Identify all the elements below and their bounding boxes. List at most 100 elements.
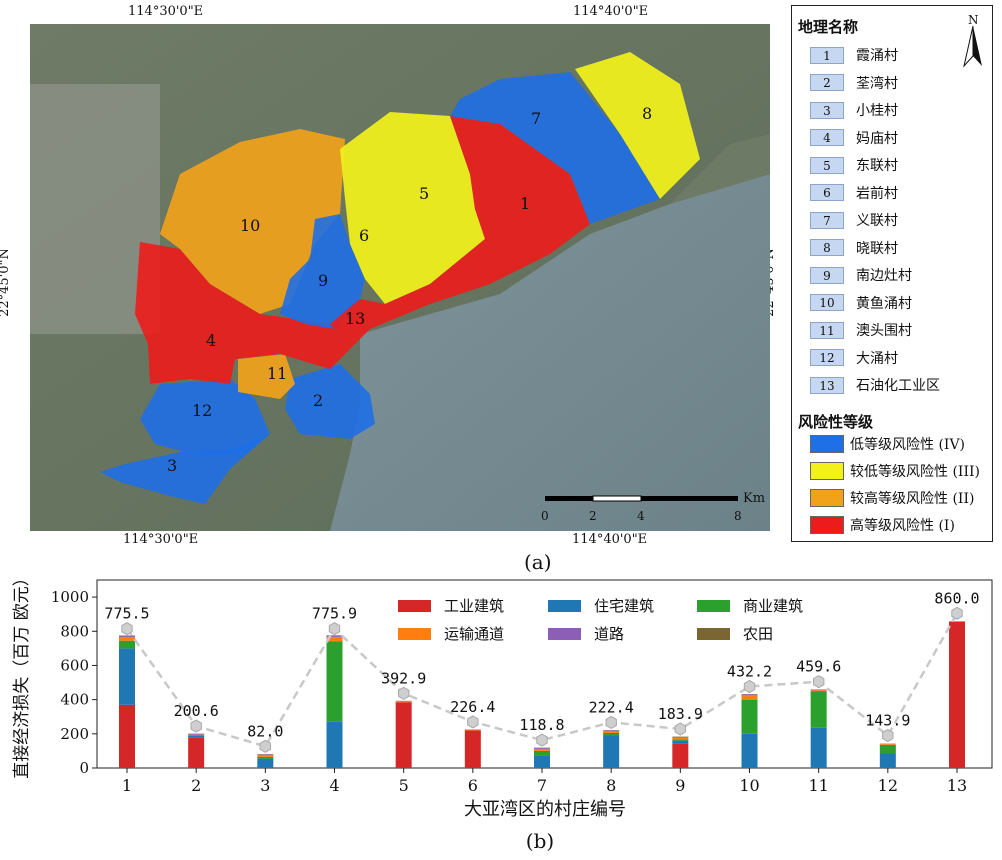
trend-marker — [744, 681, 754, 693]
total-label: 432.2 — [727, 662, 772, 680]
map-image: 1 2 3 4 5 6 7 8 9 10 11 12 13 Km 0 2 4 8 — [30, 24, 770, 531]
bar-segment — [672, 741, 688, 744]
legend-risk-label: 低等级风险性 (IV) — [850, 434, 965, 454]
legend-label: 农田 — [743, 625, 773, 643]
legend-place-name: 澳头围村 — [856, 320, 912, 340]
x-tick-label: 1 — [122, 776, 132, 795]
bar-segment — [534, 749, 550, 751]
region-label-9: 9 — [318, 271, 328, 290]
legend-swatch — [398, 628, 431, 640]
bar-segment — [188, 737, 204, 768]
x-tick-label: 5 — [399, 776, 409, 795]
legend-risk-2: 较低等级风险性 (III) — [810, 461, 980, 481]
legend-place-number: 5 — [810, 157, 844, 174]
x-tick-label: 11 — [808, 776, 828, 795]
legend-swatch — [697, 600, 730, 612]
region-label-2: 2 — [313, 391, 323, 410]
bar-segment — [811, 690, 827, 691]
y-axis-label: 直接经济损失（百万 欧元） — [12, 569, 32, 778]
legend-place-number: 1 — [810, 47, 844, 64]
trend-marker — [122, 623, 132, 635]
y-tick-label: 400 — [60, 691, 89, 709]
region-label-13: 13 — [345, 309, 365, 328]
legend-label: 商业建筑 — [743, 597, 803, 615]
legend-place-name: 小桂村 — [856, 100, 898, 120]
bar-segment — [396, 701, 412, 702]
coord-bottom-right: 114°40'0"E — [572, 532, 647, 547]
total-label: 200.6 — [174, 702, 219, 720]
bar-segment — [188, 734, 204, 735]
bar-segment — [672, 737, 688, 738]
legend-place-name: 荃湾村 — [856, 73, 898, 93]
legend-place-name: 义联村 — [856, 210, 898, 230]
region-label-6: 6 — [359, 226, 369, 245]
x-tick-label: 7 — [537, 776, 547, 795]
legend-risk-swatch — [810, 516, 844, 534]
legend-risk-swatch — [810, 489, 844, 507]
coord-bottom-left: 114°30'0"E — [123, 532, 198, 547]
y-tick-label: 200 — [60, 725, 89, 743]
legend-swatch — [548, 600, 581, 612]
bar-segment — [188, 736, 204, 738]
bar-segment — [603, 731, 619, 733]
legend-place-number: 6 — [810, 184, 844, 201]
trend-marker — [952, 607, 962, 619]
bar-segment — [119, 705, 135, 768]
legend-place-name: 霞涌村 — [856, 45, 898, 65]
total-label: 82.0 — [247, 722, 283, 740]
bar-segment — [880, 745, 896, 754]
bar-segment — [949, 621, 965, 622]
legend-place-number: 2 — [810, 74, 844, 91]
coord-top-right: 114°40'0"E — [573, 4, 648, 19]
bar-segment — [465, 730, 481, 731]
north-arrow: N — [960, 12, 986, 68]
bar-segment — [742, 695, 758, 699]
panel-label-b: (b) — [526, 829, 554, 853]
legend-swatch — [398, 600, 431, 612]
bar-segment — [880, 753, 896, 768]
y-tick-label: 800 — [60, 622, 89, 640]
bar-segment — [811, 691, 827, 728]
bar-segment — [396, 702, 412, 768]
legend-place-1: 1 霞涌村 — [810, 45, 898, 65]
trend-marker — [260, 740, 270, 752]
x-tick-label: 3 — [260, 776, 270, 795]
bar-segment — [672, 738, 688, 740]
x-tick-label: 12 — [878, 776, 898, 795]
legend-label: 工业建筑 — [444, 597, 504, 615]
total-label: 860.0 — [934, 589, 979, 607]
y-tick-label: 1000 — [51, 588, 89, 606]
trend-marker — [606, 716, 616, 728]
bar-segment — [534, 751, 550, 755]
total-label: 392.9 — [381, 669, 426, 687]
bar-segment — [811, 728, 827, 768]
legend-risk-3: 较高等级风险性 (II) — [810, 488, 974, 508]
legend-place-number: 10 — [810, 294, 844, 311]
legend-place-number: 3 — [810, 102, 844, 119]
legend-place-name: 南边灶村 — [856, 265, 912, 285]
legend-place-number: 11 — [810, 322, 844, 339]
total-label: 226.4 — [450, 698, 495, 716]
scale-unit: Km — [743, 491, 765, 506]
bar-segment — [880, 744, 896, 745]
bar-segment — [672, 739, 688, 740]
region-label-12: 12 — [192, 401, 212, 420]
north-label: N — [968, 13, 979, 27]
scale-tick-8: 8 — [734, 509, 742, 523]
bar-segment — [465, 730, 481, 768]
scale-tick-2: 2 — [589, 509, 597, 523]
x-tick-label: 6 — [468, 776, 478, 795]
legend-label: 住宅建筑 — [594, 597, 654, 615]
scale-tick-4: 4 — [637, 509, 645, 523]
x-axis-label: 大亚湾区的村庄编号 — [464, 799, 626, 820]
